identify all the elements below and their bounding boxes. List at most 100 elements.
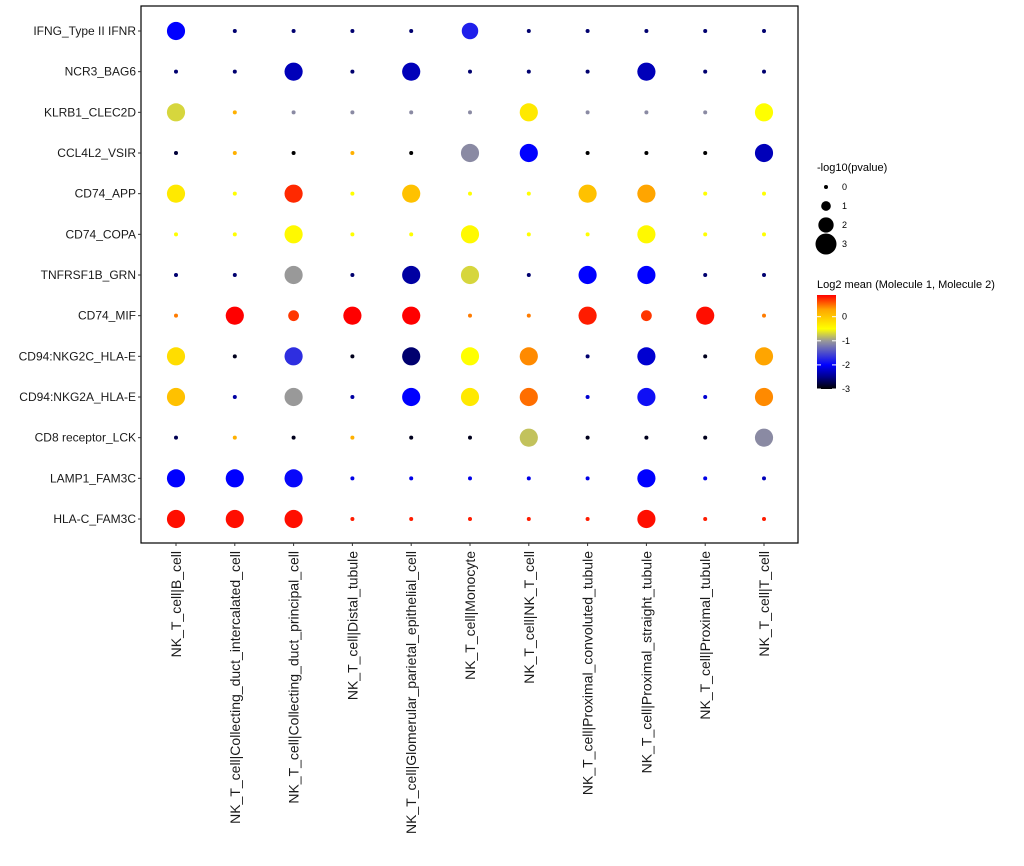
dot — [468, 110, 472, 115]
y-tick-label: HLA-C_FAM3C — [53, 512, 136, 526]
dot — [291, 29, 296, 33]
y-tick-label: CD94:NKG2C_HLA-E — [19, 349, 136, 363]
y-tick-label: LAMP1_FAM3C — [50, 471, 136, 485]
x-tick-label: NK_T_cell|Collecting_duct_principal_cell — [286, 551, 302, 804]
dot — [409, 517, 414, 521]
dot — [644, 110, 649, 115]
dot — [232, 191, 237, 196]
dot — [754, 428, 774, 447]
dot — [585, 69, 590, 74]
size-legend-label: 1 — [842, 201, 847, 211]
dot — [232, 151, 237, 155]
dot — [762, 69, 766, 74]
dot — [703, 29, 708, 33]
dot — [762, 29, 766, 33]
dot — [402, 306, 421, 325]
dot — [350, 151, 355, 155]
dot — [409, 29, 414, 33]
x-axis-labels: NK_T_cell|B_cell NK_T_cell|Collecting_duc… — [168, 543, 772, 834]
dot — [284, 509, 303, 529]
dot — [519, 347, 538, 366]
dot — [585, 232, 590, 237]
dot — [578, 184, 597, 203]
dot — [468, 191, 472, 196]
dot — [350, 273, 355, 277]
x-tick-label: NK_T_cell|Glomerular_parietal_epithelial… — [403, 551, 419, 834]
dot — [166, 387, 186, 407]
dot — [468, 435, 472, 440]
dot — [174, 232, 178, 237]
dot — [585, 395, 590, 399]
dot — [225, 509, 244, 529]
x-tick-label: NK_T_cell|Collecting_duct_intercalated_c… — [227, 551, 243, 824]
dot — [585, 476, 590, 481]
dot — [350, 395, 355, 399]
x-tick-label: NK_T_cell|B_cell — [168, 551, 184, 657]
dot — [526, 517, 531, 521]
dot — [232, 395, 237, 399]
dot — [232, 232, 237, 237]
dot — [644, 29, 649, 33]
dot — [637, 509, 656, 529]
color-legend-label: -1 — [842, 336, 850, 346]
dot — [519, 103, 538, 122]
dot — [526, 273, 531, 277]
y-tick-label: CD74_MIF — [78, 309, 136, 323]
dot — [232, 110, 237, 115]
y-tick-label: CD74_COPA — [66, 227, 136, 241]
dot — [232, 29, 237, 33]
dot — [754, 103, 774, 122]
dot — [402, 184, 421, 203]
size-legend-dot — [824, 185, 828, 189]
dot — [291, 435, 296, 440]
x-tick-label: NK_T_cell|Proximal_tubule — [697, 551, 713, 720]
dot — [225, 469, 244, 488]
dot — [519, 143, 538, 163]
dot — [754, 143, 774, 163]
dot — [409, 110, 414, 115]
dot — [703, 69, 708, 74]
dot — [232, 435, 237, 440]
y-tick-label: IFNG_Type II IFNR — [33, 24, 136, 38]
dot — [637, 387, 656, 407]
dot — [350, 69, 355, 74]
color-legend-title: Log2 mean (Molecule 1, Molecule 2) — [817, 279, 995, 291]
dot — [291, 151, 296, 155]
dot — [637, 62, 656, 81]
dot — [174, 151, 178, 155]
dot — [762, 273, 766, 277]
dot — [754, 347, 774, 366]
y-tick-label: CD8 receptor_LCK — [35, 431, 136, 445]
dot — [637, 347, 656, 366]
y-tick-label: CCL4L2_VSIR — [57, 146, 136, 160]
dot — [350, 517, 355, 521]
dot — [578, 306, 597, 325]
dot — [174, 273, 178, 277]
dot — [166, 347, 186, 366]
color-bar — [817, 295, 836, 389]
size-legend-dot — [818, 217, 834, 233]
dot — [461, 22, 479, 40]
dot — [350, 232, 355, 237]
dot — [409, 476, 414, 481]
dot — [284, 347, 303, 366]
color-legend-label: -2 — [842, 360, 850, 370]
dot — [460, 143, 480, 163]
dot — [174, 313, 178, 318]
dots-layer — [166, 21, 774, 529]
dot — [166, 103, 186, 122]
y-tick-label: CD74_APP — [75, 187, 136, 201]
dot — [585, 517, 590, 521]
dot — [460, 265, 480, 285]
dot — [703, 110, 708, 115]
dot — [585, 354, 590, 359]
dot — [703, 151, 708, 155]
dot — [291, 110, 296, 115]
dot — [284, 469, 303, 488]
dot — [585, 29, 590, 33]
size-legend-dot — [815, 233, 837, 255]
x-tick-label: NK_T_cell|NK_T_cell — [521, 551, 537, 684]
dot — [284, 225, 303, 244]
dot — [284, 184, 303, 203]
